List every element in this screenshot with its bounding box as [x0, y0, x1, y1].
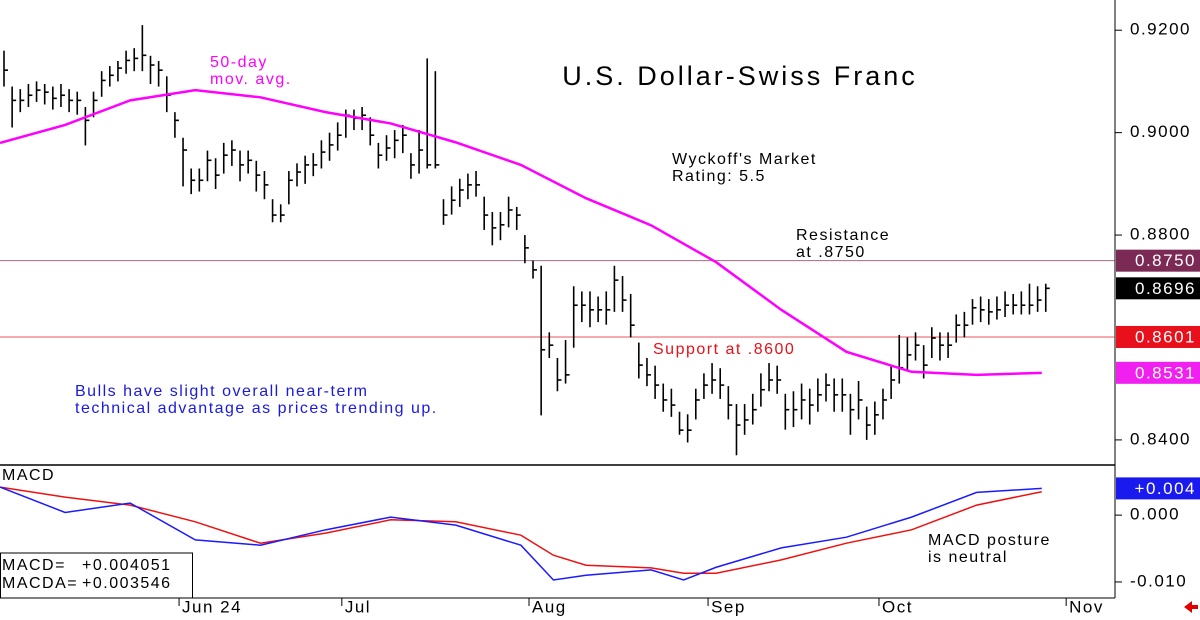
value-box-label: 0.8696 — [1135, 279, 1196, 298]
moving-average — [0, 88, 1042, 377]
readout-value: +0.003546 — [82, 575, 172, 592]
y-tick-label: 0.9200 — [1130, 20, 1191, 39]
macd-line — [0, 486, 1042, 575]
readout-label: MACDA= — [2, 575, 78, 592]
y-tick-label: 0.000 — [1130, 505, 1180, 524]
annotation: Support at .8600 — [653, 341, 795, 358]
annotation: at .8750 — [796, 244, 866, 261]
x-tick-label: Aug — [532, 597, 567, 616]
macd-line — [0, 486, 1042, 581]
ma-label: 50-day — [210, 54, 268, 71]
y-tick-label: 0.8800 — [1130, 225, 1191, 244]
value-box-label: 0.8750 — [1135, 251, 1196, 270]
value-box — [1116, 325, 1200, 348]
annotation: MACD posture — [928, 532, 1051, 549]
annotation: technical advantage as prices trending u… — [75, 400, 438, 417]
y-tick-label: 0.9000 — [1130, 122, 1191, 141]
value-box-label: 0.8601 — [1135, 327, 1196, 346]
y-tick-label: 0.8400 — [1130, 429, 1191, 448]
x-tick-label: Jul — [345, 597, 371, 616]
annotation: is neutral — [928, 549, 1008, 566]
value-box-label: +0.004 — [1135, 479, 1196, 498]
chart-title: U.S. Dollar-Swiss Franc — [562, 61, 918, 91]
annotation: Resistance — [796, 227, 890, 244]
x-tick-label: Jun 24 — [182, 597, 242, 616]
annotation: Rating: 5.5 — [672, 168, 766, 185]
value-box-label: 0.8531 — [1135, 363, 1196, 382]
x-tick-label: Nov — [1069, 597, 1104, 616]
value-box — [1116, 277, 1200, 300]
x-tick-label: Sep — [711, 597, 746, 616]
readout-value: +0.004051 — [82, 557, 172, 574]
ma-label: mov. avg. — [210, 71, 292, 88]
readout-box — [0, 552, 193, 599]
x-tick-label: Oct — [882, 597, 913, 616]
y-tick-label: -0.010 — [1130, 571, 1187, 590]
value-box — [1116, 249, 1200, 272]
value-box — [1116, 477, 1200, 500]
readout-label: MACD= — [2, 557, 66, 574]
value-box — [1116, 361, 1200, 384]
annotation: Wyckoff's Market — [672, 151, 817, 168]
annotation: Bulls have slight overall near-term — [75, 383, 369, 400]
nav-arrow[interactable] — [1184, 601, 1198, 613]
macd-title: MACD — [2, 467, 55, 484]
